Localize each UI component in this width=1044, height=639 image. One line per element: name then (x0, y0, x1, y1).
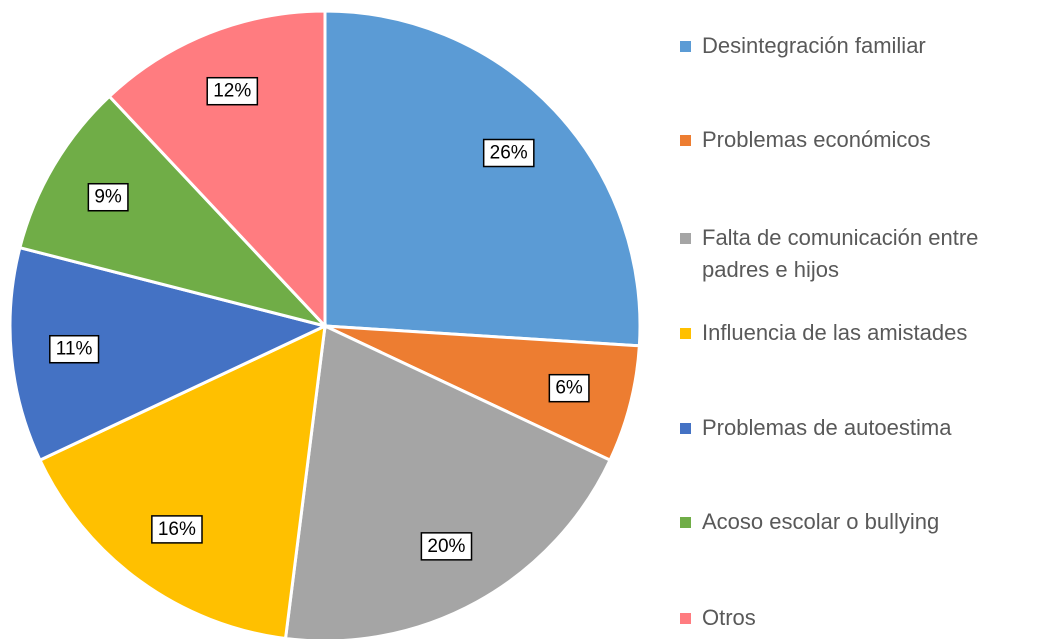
legend-item: Desintegración familiar (680, 30, 1035, 62)
legend-item: Problemas económicos (680, 124, 1035, 156)
legend-item: Otros (680, 602, 1035, 634)
pie-slice (37, 323, 327, 639)
pie-slice (8, 245, 330, 463)
legend-label: Desintegración familiar (702, 33, 926, 58)
pie-slice (283, 323, 613, 639)
legend-label: Acoso escolar o bullying (702, 509, 940, 534)
legend-label: Problemas económicos (702, 127, 931, 152)
legend-label: Influencia de las amistades (702, 320, 968, 345)
legend-swatch (680, 423, 691, 434)
data-label-box (548, 373, 590, 403)
legend-label: Falta de comunicación entre padres e hij… (702, 225, 979, 282)
data-label: 9% (94, 187, 122, 208)
legend-item: Influencia de las amistades (680, 317, 1035, 349)
legend-swatch (680, 41, 691, 52)
data-label-box (151, 515, 203, 544)
pie-slice (323, 9, 642, 348)
legend-swatch (680, 135, 691, 146)
legend-item: Falta de comunicación entre padres e hij… (680, 222, 1035, 286)
data-label-box (420, 532, 473, 561)
data-label: 26% (490, 143, 528, 164)
data-label: 16% (158, 519, 196, 540)
legend-swatch (680, 328, 691, 339)
legend-swatch (680, 613, 691, 624)
data-label: 6% (555, 378, 583, 399)
data-label: 20% (427, 536, 465, 557)
legend-swatch (680, 517, 691, 528)
legend-item: Acoso escolar o bullying (680, 506, 1035, 538)
data-label-box (206, 76, 259, 106)
chart: 26% 6% 20% 16% 11% 9% 12% (8, 9, 642, 639)
pie-slice (107, 9, 327, 330)
pie-slice (18, 94, 330, 329)
legend-item: Problemas de autoestima (680, 412, 1035, 444)
legend-swatch (680, 233, 691, 244)
data-label-box (87, 182, 129, 212)
data-label: 11% (56, 339, 93, 360)
data-label-box (482, 138, 535, 168)
data-label-box (49, 334, 100, 364)
legend-label: Otros (702, 605, 756, 630)
pie-slice (324, 324, 641, 463)
legend-label: Problemas de autoestima (702, 415, 952, 440)
data-label: 12% (213, 81, 251, 102)
